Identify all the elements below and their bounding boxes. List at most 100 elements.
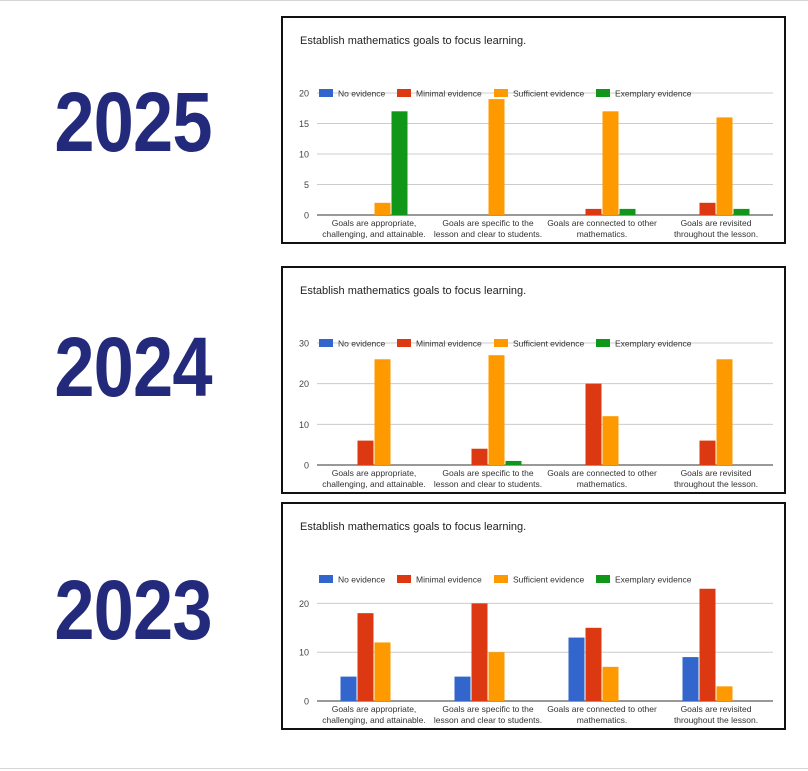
bar <box>699 440 716 465</box>
bar <box>585 383 602 465</box>
year-label-2025: 2025 <box>54 75 212 169</box>
bar <box>471 448 488 465</box>
legend-swatch <box>596 339 610 347</box>
legend-swatch <box>494 575 508 583</box>
chart-panel-2023: Establish mathematics goals to focus lea… <box>281 502 786 730</box>
legend-label: Sufficient evidence <box>513 339 584 349</box>
legend-label: No evidence <box>338 575 386 585</box>
bar <box>585 627 602 701</box>
category-label: challenging, and attainable. <box>322 229 426 239</box>
legend-label: Minimal evidence <box>416 339 482 349</box>
category-label: lesson and clear to students. <box>434 229 542 239</box>
bar <box>471 603 488 701</box>
category-label: throughout the lesson. <box>674 229 758 239</box>
bar <box>357 440 374 465</box>
category-label: Goals are specific to the <box>442 468 533 478</box>
bar <box>488 652 505 701</box>
y-tick-label: 0 <box>304 461 309 471</box>
bar <box>733 208 750 215</box>
year-label-2024: 2024 <box>54 320 212 414</box>
bar <box>699 202 716 215</box>
legend-label: Sufficient evidence <box>513 89 584 99</box>
legend-swatch <box>596 575 610 583</box>
y-tick-label: 0 <box>304 697 309 707</box>
legend-swatch <box>319 89 333 97</box>
legend-swatch <box>397 89 411 97</box>
category-label: challenging, and attainable. <box>322 479 426 489</box>
category-label: mathematics. <box>577 715 628 725</box>
bar <box>505 460 522 465</box>
bar <box>682 657 699 701</box>
category-label: Goals are appropriate, <box>332 218 417 228</box>
y-tick-label: 30 <box>299 339 309 349</box>
y-tick-label: 20 <box>299 89 309 99</box>
category-label: Goals are specific to the <box>442 704 533 714</box>
bar <box>716 686 733 701</box>
category-label: Goals are connected to other <box>547 218 657 228</box>
bar <box>391 111 408 215</box>
y-tick-label: 5 <box>304 180 309 190</box>
legend-label: Sufficient evidence <box>513 575 584 585</box>
legend-label: Exemplary evidence <box>615 575 692 585</box>
bar <box>374 642 391 701</box>
chart-title: Establish mathematics goals to focus lea… <box>300 35 527 47</box>
legend-swatch <box>319 575 333 583</box>
legend-label: Minimal evidence <box>416 575 482 585</box>
category-label: Goals are revisited <box>681 468 752 478</box>
bar <box>699 588 716 701</box>
bar <box>602 111 619 215</box>
y-tick-label: 20 <box>299 379 309 389</box>
category-label: mathematics. <box>577 229 628 239</box>
y-tick-label: 10 <box>299 648 309 658</box>
category-label: Goals are revisited <box>681 704 752 714</box>
bar-chart: 0 10 20 No evidence Minimal evidence Sufficie… <box>299 575 773 725</box>
category-label: Goals are appropriate, <box>332 468 417 478</box>
legend-label: No evidence <box>338 339 386 349</box>
bar <box>602 666 619 701</box>
bar-chart: 0 5 10 15 20 No evidence Minimal evidence Suffi… <box>299 89 773 239</box>
chart-panel-2024: Establish mathematics goals to focus lea… <box>281 266 786 494</box>
category-label: lesson and clear to students. <box>434 715 542 725</box>
legend-label: Minimal evidence <box>416 89 482 99</box>
bar <box>357 613 374 701</box>
year-label-2023: 2023 <box>54 563 212 657</box>
legend-swatch <box>494 339 508 347</box>
bar <box>488 355 505 465</box>
top-divider <box>0 0 808 1</box>
chart-title: Establish mathematics goals to focus lea… <box>300 285 527 297</box>
bar <box>602 416 619 465</box>
bar <box>374 359 391 465</box>
bar <box>619 208 636 215</box>
category-label: throughout the lesson. <box>674 715 758 725</box>
legend-swatch <box>319 339 333 347</box>
bar-chart: 0 10 20 30 No evidence Minimal evidence Suffic… <box>299 339 773 489</box>
chart-title: Establish mathematics goals to focus lea… <box>300 521 527 533</box>
category-label: Goals are connected to other <box>547 704 657 714</box>
legend-swatch <box>494 89 508 97</box>
bar <box>716 359 733 465</box>
category-label: challenging, and attainable. <box>322 715 426 725</box>
category-label: Goals are specific to the <box>442 218 533 228</box>
bar <box>374 202 391 215</box>
bar <box>488 99 505 215</box>
category-label: Goals are connected to other <box>547 468 657 478</box>
bar <box>340 676 357 701</box>
y-tick-label: 0 <box>304 211 309 221</box>
y-tick-label: 10 <box>299 420 309 430</box>
category-label: Goals are revisited <box>681 218 752 228</box>
bar <box>716 117 733 215</box>
legend-label: Exemplary evidence <box>615 339 692 349</box>
chart-panel-2025: Establish mathematics goals to focus lea… <box>281 16 786 244</box>
bar <box>585 208 602 215</box>
legend-swatch <box>596 89 610 97</box>
bar <box>454 676 471 701</box>
bar <box>568 637 585 701</box>
legend-label: Exemplary evidence <box>615 89 692 99</box>
bottom-divider <box>0 768 808 769</box>
category-label: throughout the lesson. <box>674 479 758 489</box>
y-tick-label: 15 <box>299 119 309 129</box>
legend-label: No evidence <box>338 89 386 99</box>
y-tick-label: 20 <box>299 599 309 609</box>
category-label: lesson and clear to students. <box>434 479 542 489</box>
legend-swatch <box>397 575 411 583</box>
